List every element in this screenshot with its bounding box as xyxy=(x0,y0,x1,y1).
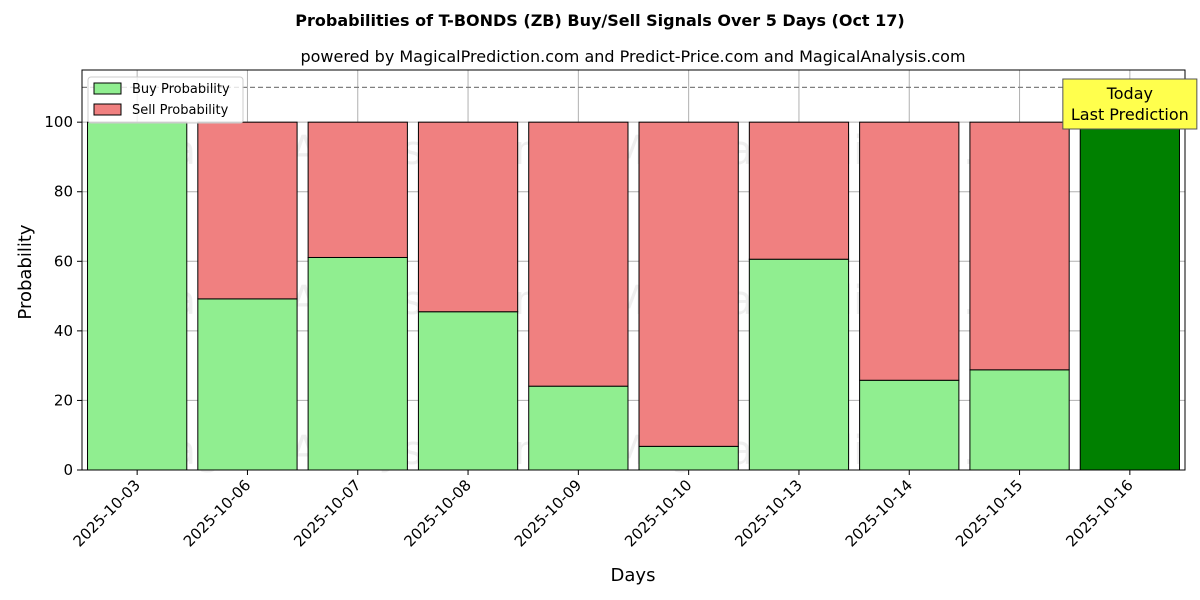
sell-bar xyxy=(859,121,960,381)
chart-title: Probabilities of T-BONDS (ZB) Buy/Sell S… xyxy=(295,11,904,30)
annotation-text: Today xyxy=(1106,84,1153,103)
legend-swatch xyxy=(93,103,122,116)
sell-bar xyxy=(197,121,298,300)
y-tick-label: 60 xyxy=(54,252,73,270)
x-tick-label: 2025-10-10 xyxy=(621,476,695,550)
buy-bar xyxy=(638,445,739,471)
sell-bar xyxy=(307,121,408,258)
legend-swatch xyxy=(93,82,122,95)
buy-bar xyxy=(528,385,629,471)
x-axis-label: Days xyxy=(611,565,656,586)
x-tick-label: 2025-10-15 xyxy=(952,476,1026,550)
legend-label: Buy Probability xyxy=(132,82,230,97)
bars xyxy=(87,121,1180,471)
buy-bar xyxy=(307,256,408,471)
legend-label: Sell Probability xyxy=(132,103,229,118)
x-tick-label: 2025-10-09 xyxy=(511,476,585,550)
legend: Buy Probability Sell Probability xyxy=(87,76,244,124)
x-tick-label: 2025-10-13 xyxy=(731,476,805,550)
sell-bar xyxy=(748,121,850,260)
sell-bar xyxy=(417,121,519,313)
buy-bar xyxy=(748,258,850,471)
buy-bar xyxy=(197,298,298,471)
buy-bar xyxy=(417,311,519,471)
buy-bar xyxy=(859,379,960,471)
today-annotation: Today Last Prediction xyxy=(1062,78,1198,130)
plot-frame xyxy=(81,69,1186,471)
x-tick-label: 2025-10-03 xyxy=(70,476,144,550)
x-tick-label: 2025-10-07 xyxy=(290,476,364,550)
x-tick-label: 2025-10-16 xyxy=(1062,476,1136,550)
sell-bar xyxy=(528,121,629,387)
legend-box xyxy=(87,76,244,124)
x-tick-label: 2025-10-14 xyxy=(842,476,916,550)
sell-bar xyxy=(638,121,739,447)
buy-bar xyxy=(87,121,188,471)
annotation-box xyxy=(1062,78,1198,130)
y-axis-ticks: 0 20 40 60 80 100 xyxy=(44,113,82,479)
x-axis-ticks: 2025-10-03 2025-10-06 2025-10-07 2025-10-08… xyxy=(70,470,1137,550)
x-tick-label: 2025-10-06 xyxy=(180,476,254,550)
y-tick-label: 40 xyxy=(54,322,73,340)
chart-subtitle: powered by MagicalPrediction.com and Pre… xyxy=(300,47,965,66)
y-axis-label: Probability xyxy=(15,224,36,319)
y-tick-label: 100 xyxy=(44,113,73,131)
sell-bar xyxy=(969,121,1070,371)
x-tick-label: 2025-10-08 xyxy=(400,476,474,550)
buy-bar xyxy=(1079,121,1180,471)
annotation-text: Last Prediction xyxy=(1071,105,1189,124)
buy-bar xyxy=(969,369,1070,471)
y-tick-label: 20 xyxy=(54,391,73,409)
y-tick-label: 80 xyxy=(54,183,73,201)
y-tick-label: 0 xyxy=(63,461,73,479)
